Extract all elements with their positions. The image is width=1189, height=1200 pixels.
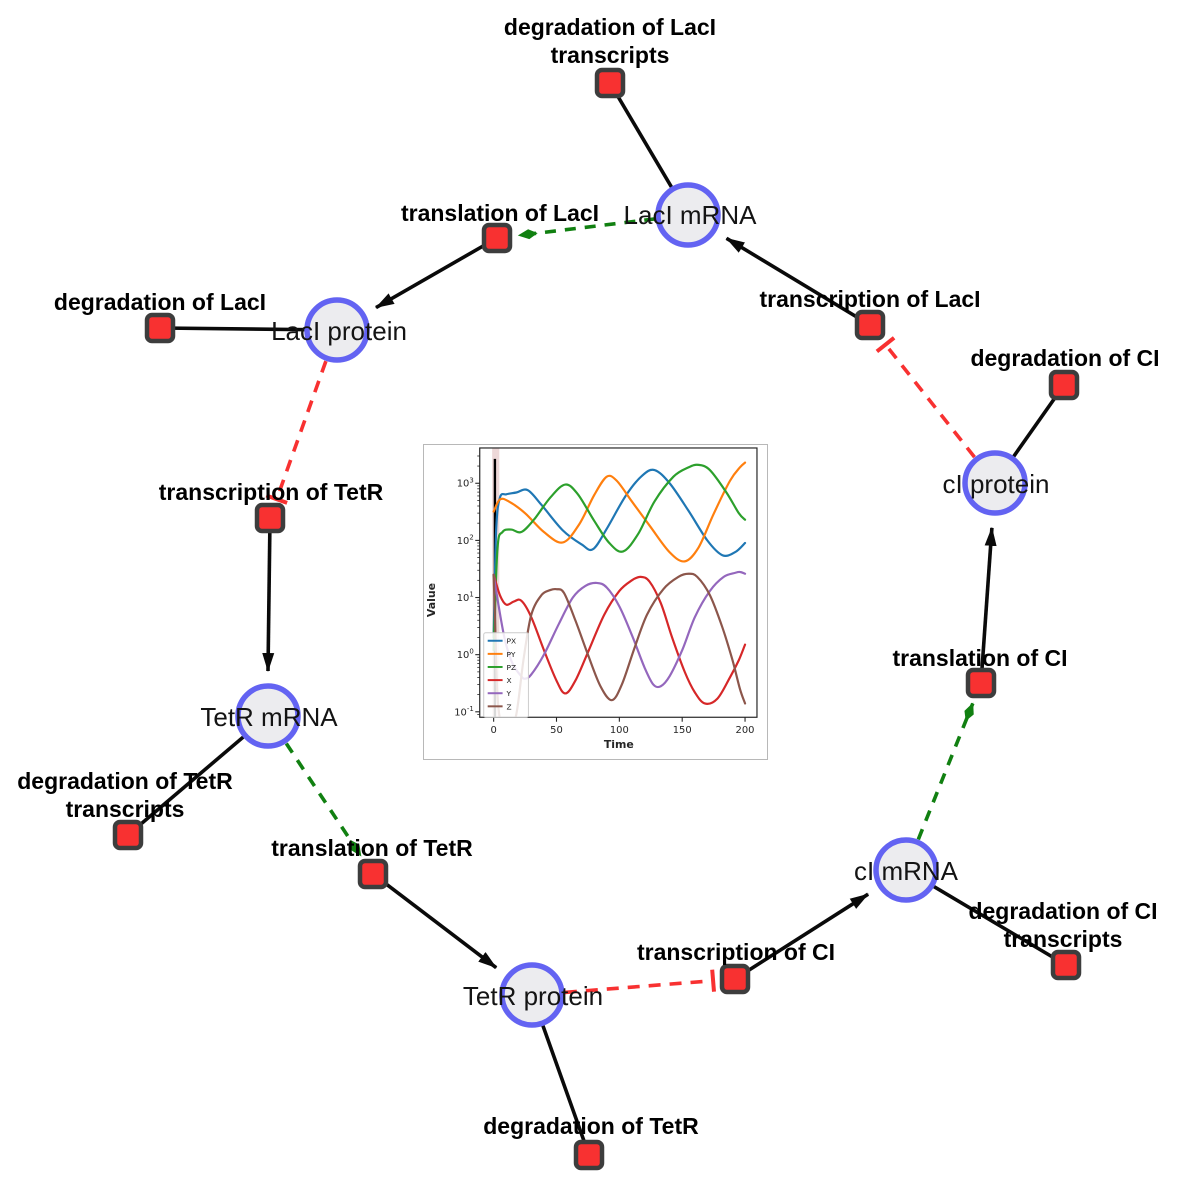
chart-svg: 10-1 100 101 102 103 0 50 100 150 200 Time Value PX P… <box>425 447 758 751</box>
series-Z <box>492 572 747 718</box>
label-degradation-tetr: degradation of TetR <box>483 1113 699 1139</box>
edge-transcription-ci-arrow <box>734 892 870 981</box>
label-degradation-laci-transcripts-1: degradation of LacI <box>504 14 716 40</box>
species-labels: LacI mRNA LacI protein TetR mRNA TetR pr… <box>200 200 1049 1011</box>
edge-transcription-laci-arrow <box>725 236 871 327</box>
simulation-plot: 10-1 100 101 102 103 0 50 100 150 200 Time Value PX P… <box>423 444 768 760</box>
node-laci-mrna[interactable] <box>655 182 721 248</box>
tee-inhibit-ci <box>710 969 716 992</box>
label-ci-mrna: cI mRNA <box>854 856 959 886</box>
y-tick-label: 100 <box>457 648 474 661</box>
reaction-degradation-laci-transcripts[interactable] <box>594 67 626 99</box>
chart-curves <box>492 461 747 718</box>
series-X <box>492 573 747 705</box>
edge-transcription-tetr-arrow <box>262 517 275 672</box>
label-degradation-laci-transcripts-2: transcripts <box>551 42 670 68</box>
legend-label-Z: Z <box>507 702 512 711</box>
edge-translation-ci-arrow <box>979 526 997 684</box>
reaction-translation-tetr[interactable] <box>357 858 389 890</box>
label-degradation-ci-transcripts-1: degradation of CI <box>968 898 1157 924</box>
edge-translation-laci-arrow <box>375 236 498 310</box>
label-ci-protein: cI protein <box>943 469 1050 499</box>
edge-laciprotein-inhibits-tetr <box>275 360 328 500</box>
label-tetr-protein: TetR protein <box>463 981 603 1011</box>
reaction-transcription-laci[interactable] <box>854 309 886 341</box>
label-laci-protein: LacI protein <box>271 316 407 346</box>
node-laci-protein[interactable] <box>304 297 370 363</box>
label-degradation-tetr-transcripts-2: transcripts <box>66 796 185 822</box>
label-transcription-ci: transcription of CI <box>637 939 835 965</box>
x-tick-label: 0 <box>490 725 496 736</box>
reaction-transcription-tetr[interactable] <box>254 502 286 534</box>
inhibition-edges <box>265 336 976 995</box>
edge-tetrmrna-translation <box>284 742 363 857</box>
production-edges <box>262 236 997 981</box>
series-PZ <box>492 463 747 652</box>
edge-lacimrna-translation <box>517 217 656 240</box>
x-axis-title: Time <box>604 738 634 751</box>
label-translation-tetr: translation of TetR <box>271 835 473 861</box>
reaction-degradation-ci[interactable] <box>1048 369 1080 401</box>
species-nodes <box>235 182 1028 1028</box>
node-tetr-mrna[interactable] <box>235 683 301 749</box>
edge-tetrprotein-inhibits-ci <box>564 978 714 995</box>
label-degradation-tetr-transcripts-1: degradation of TetR <box>17 768 233 794</box>
reaction-degradation-tetr-transcripts[interactable] <box>112 819 144 851</box>
reaction-nodes <box>112 67 1082 1171</box>
reaction-degradation-tetr[interactable] <box>573 1139 605 1171</box>
reaction-degradation-ci-transcripts[interactable] <box>1050 949 1082 981</box>
label-degradation-laci: degradation of LacI <box>54 289 266 315</box>
edge-translation-tetr-arrow <box>371 872 498 970</box>
node-tetr-protein[interactable] <box>499 962 565 1028</box>
modifier-edges <box>284 217 975 857</box>
reaction-labels: degradation of LacI transcripts translat… <box>17 14 1159 1139</box>
label-laci-mrna: LacI mRNA <box>624 200 758 230</box>
legend-label-PZ: PZ <box>507 663 517 672</box>
label-translation-ci: translation of CI <box>892 645 1067 671</box>
node-ci-mrna[interactable] <box>873 837 939 903</box>
x-tick-label: 50 <box>550 725 563 736</box>
y-tick-label: 102 <box>457 533 474 546</box>
legend-label-PY: PY <box>507 650 516 659</box>
node-ci-protein[interactable] <box>962 450 1028 516</box>
tee-inhibit-laci <box>875 336 896 353</box>
label-transcription-tetr: transcription of TetR <box>159 479 384 505</box>
legend-label-X: X <box>507 676 512 685</box>
reaction-transcription-ci[interactable] <box>719 963 751 995</box>
label-degradation-ci-transcripts-2: transcripts <box>1004 926 1123 952</box>
label-transcription-laci: transcription of LacI <box>759 286 980 312</box>
label-degradation-ci: degradation of CI <box>970 345 1159 371</box>
x-tick-label: 200 <box>736 725 755 736</box>
y-tick-label: 10-1 <box>454 705 474 718</box>
edge-ciprotein-inhibits-laci <box>884 343 976 459</box>
y-tick-label: 101 <box>457 591 474 604</box>
label-tetr-mrna: TetR mRNA <box>200 702 338 732</box>
legend-label-Y: Y <box>506 689 512 698</box>
plot-frame <box>479 447 758 718</box>
tee-inhibit-tetr <box>265 493 288 505</box>
series-PY <box>492 461 747 563</box>
reaction-degradation-laci[interactable] <box>144 312 176 344</box>
x-tick-label: 150 <box>673 725 692 736</box>
reaction-translation-laci[interactable] <box>481 222 513 254</box>
y-axis-title: Value <box>425 583 438 617</box>
reaction-translation-ci[interactable] <box>965 667 997 699</box>
y-tick-label: 103 <box>457 476 474 489</box>
legend-label-PX: PX <box>507 637 517 646</box>
label-translation-laci: translation of LacI <box>401 200 599 226</box>
edge-cimrna-translation <box>916 702 975 841</box>
x-tick-label: 100 <box>610 725 629 736</box>
